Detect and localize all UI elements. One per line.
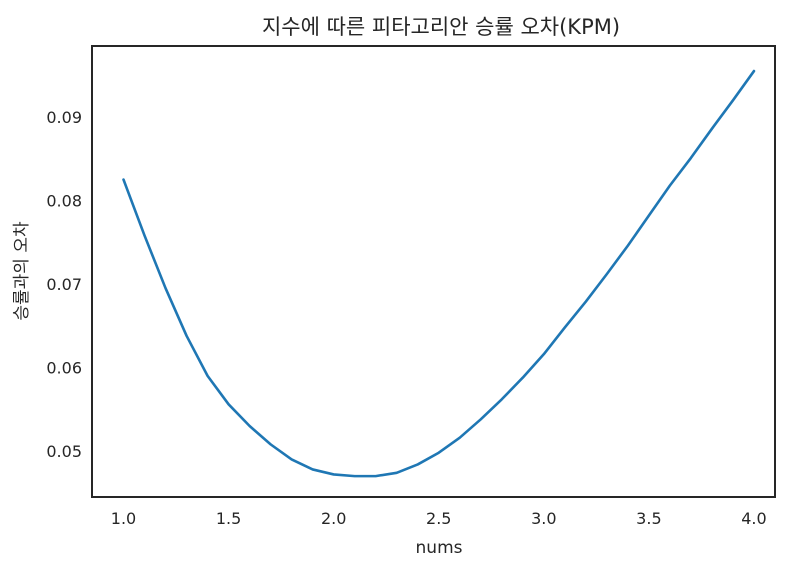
plot-frame: [91, 45, 776, 498]
chart-title: 지수에 따른 피타고리안 승률 오차(KPM): [262, 15, 620, 39]
y-tick-label: 0.05: [46, 442, 82, 461]
y-tick-label: 0.06: [46, 359, 82, 378]
y-tick-label: 0.08: [46, 192, 82, 211]
x-tick-label: 3.0: [531, 509, 556, 528]
x-tick-label: 1.0: [111, 509, 136, 528]
y-tick-label: 0.09: [46, 108, 82, 127]
x-tick-label: 2.5: [426, 509, 451, 528]
y-tick-label: 0.07: [46, 275, 82, 294]
series-line-0: [122, 69, 756, 478]
x-tick-label: 2.0: [321, 509, 346, 528]
plot-area: [122, 69, 756, 478]
x-axis-label: nums: [416, 538, 463, 558]
y-axis: 0.05 0.06 0.07 0.08 0.09: [46, 108, 82, 461]
x-tick-label: 1.5: [216, 509, 241, 528]
x-tick-label: 3.5: [636, 509, 661, 528]
x-axis: 1.0 1.5 2.0 2.5 3.0 3.5 4.0: [111, 509, 767, 528]
y-axis-label: 승률과의 오차: [12, 221, 32, 321]
x-tick-label: 4.0: [741, 509, 766, 528]
